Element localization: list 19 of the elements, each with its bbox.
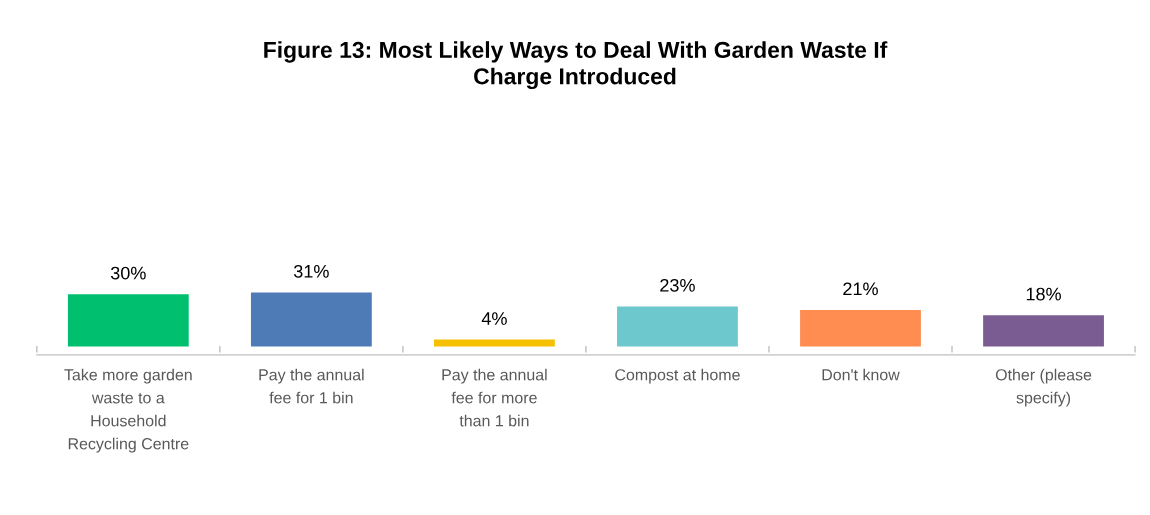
data-label: 21% — [843, 282, 878, 296]
bar — [983, 315, 1104, 347]
x-tick-label: Pay the annual fee for 1 bin — [259, 368, 364, 404]
x-tick-label: Don't know — [822, 368, 900, 381]
x-tick-label: Pay the annual fee for more than 1 bin — [442, 368, 547, 427]
bar — [617, 306, 738, 347]
x-tick-label: Compost at home — [615, 368, 740, 384]
data-label: 4% — [481, 312, 507, 325]
data-label: 18% — [1026, 287, 1061, 301]
x-tick-label: Take more garden waste to a Household Recycling Centre — [64, 368, 192, 453]
bar — [434, 339, 555, 347]
bar — [800, 309, 921, 347]
data-label: 31% — [293, 264, 329, 278]
data-label: 23% — [660, 278, 695, 292]
chart-title: Figure 13: Most Likely Ways to Deal With Garden Waste If Charge Introduced — [264, 41, 888, 90]
bar — [67, 294, 189, 347]
bar — [250, 292, 372, 347]
x-tick-label: Other (please specify) — [995, 368, 1092, 407]
data-label: 30% — [110, 266, 146, 280]
